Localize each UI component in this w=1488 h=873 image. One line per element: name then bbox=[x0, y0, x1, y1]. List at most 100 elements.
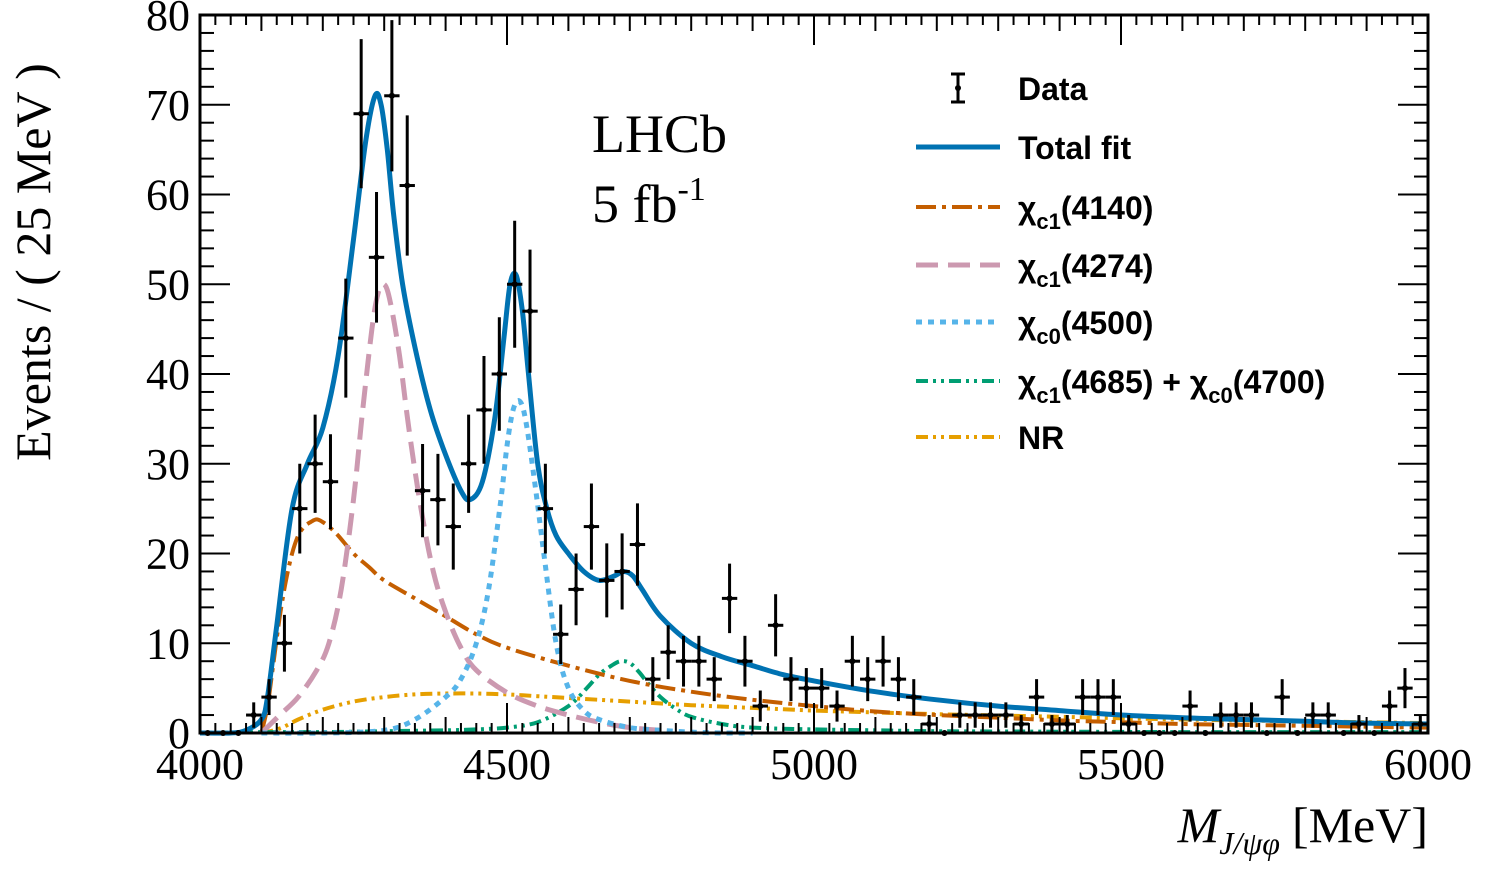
data-point bbox=[982, 702, 999, 728]
fit-curves bbox=[199, 90, 1429, 736]
data-point-marker bbox=[1048, 721, 1055, 728]
curve-chi4274 bbox=[259, 281, 661, 735]
x-tick-label: 4000 bbox=[156, 740, 244, 789]
data-point bbox=[276, 614, 293, 672]
legend: Data Total fit χc1(4140) χc1(4274) χc0(4… bbox=[916, 71, 1325, 456]
data-point bbox=[875, 635, 891, 687]
data-point bbox=[675, 635, 692, 687]
data-point-marker bbox=[434, 496, 441, 503]
data-point-marker bbox=[956, 712, 963, 719]
data-point bbox=[614, 533, 630, 610]
data-point-marker bbox=[1279, 694, 1286, 701]
x-tick-label: 6000 bbox=[1384, 740, 1472, 789]
data-point bbox=[537, 463, 554, 554]
data-point-marker bbox=[573, 586, 580, 593]
data-point-marker bbox=[588, 523, 595, 530]
data-point bbox=[998, 702, 1014, 728]
x-axis-unit: [MeV] bbox=[1292, 797, 1428, 853]
legend-data-marker bbox=[951, 72, 965, 104]
data-point bbox=[476, 356, 492, 464]
data-point-marker bbox=[250, 712, 257, 719]
data-point bbox=[706, 657, 722, 702]
data-point bbox=[1028, 679, 1045, 716]
data-point-marker bbox=[849, 658, 856, 665]
curve-total bbox=[199, 90, 1429, 736]
data-point-marker bbox=[281, 640, 288, 647]
experiment-label: LHCb bbox=[592, 104, 727, 164]
data-point bbox=[445, 483, 461, 570]
data-point-marker bbox=[880, 658, 887, 665]
data-point bbox=[645, 657, 661, 702]
data-point-marker bbox=[926, 721, 933, 728]
luminosity-value: 5 fb bbox=[592, 174, 677, 234]
data-point bbox=[460, 414, 477, 513]
data-point-marker bbox=[404, 182, 411, 189]
data-point-marker bbox=[1079, 694, 1086, 701]
y-tick-label: 80 bbox=[146, 0, 190, 40]
data-point bbox=[507, 220, 523, 348]
data-point-marker bbox=[312, 460, 319, 467]
data-point-marker bbox=[1094, 694, 1101, 701]
x-tick-label: 4500 bbox=[463, 740, 551, 789]
data-point bbox=[860, 657, 876, 702]
data-point bbox=[553, 604, 569, 665]
data-point bbox=[1351, 715, 1367, 733]
y-tick-label: 50 bbox=[146, 260, 190, 309]
data-point bbox=[1059, 715, 1075, 733]
curve-chi4500 bbox=[261, 398, 753, 736]
y-tick-label: 40 bbox=[146, 350, 190, 399]
data-point bbox=[921, 715, 937, 733]
legend-chi4140-label: χc1(4140) bbox=[1018, 190, 1153, 234]
data-point-marker bbox=[1355, 721, 1362, 728]
data-point bbox=[783, 657, 799, 702]
data-point-marker bbox=[864, 676, 871, 683]
data-point bbox=[1412, 715, 1428, 733]
data-point-marker bbox=[772, 622, 779, 629]
luminosity-exponent: -1 bbox=[677, 171, 705, 208]
data-point bbox=[1397, 668, 1413, 709]
curve-chi4140 bbox=[259, 517, 1429, 734]
data-point bbox=[1013, 715, 1029, 733]
curve-nr bbox=[260, 691, 1429, 735]
data-point bbox=[721, 563, 738, 634]
x-axis-title: MJ/ψφ [MeV] bbox=[1177, 797, 1428, 861]
data-point bbox=[660, 625, 676, 680]
data-point-marker bbox=[910, 694, 917, 701]
data-point bbox=[292, 463, 308, 554]
x-tick-label: 5000 bbox=[770, 740, 858, 789]
data-point bbox=[1044, 715, 1060, 733]
legend-total-label: Total fit bbox=[1018, 130, 1132, 166]
data-point-marker bbox=[619, 568, 626, 575]
data-point bbox=[1381, 690, 1398, 722]
data-point-marker bbox=[557, 631, 564, 638]
data-point bbox=[353, 39, 369, 189]
data-point-marker bbox=[1110, 694, 1117, 701]
y-tick-label: 10 bbox=[146, 619, 190, 668]
data-point bbox=[829, 690, 845, 722]
data-point-marker bbox=[787, 676, 794, 683]
data-point-marker bbox=[1401, 685, 1408, 692]
data-point bbox=[767, 594, 784, 657]
data-point-marker bbox=[803, 685, 810, 692]
x-axis-subscript: J/ψφ bbox=[1219, 825, 1280, 861]
data-point bbox=[967, 702, 983, 728]
data-point-marker bbox=[818, 685, 825, 692]
legend-chi4500-label: χc0(4500) bbox=[1018, 305, 1153, 349]
data-point bbox=[322, 434, 339, 530]
legend-data-label: Data bbox=[1018, 71, 1088, 107]
data-point bbox=[568, 553, 584, 626]
data-point-marker bbox=[711, 676, 718, 683]
data-point-marker bbox=[1064, 721, 1071, 728]
data-point-marker bbox=[388, 92, 395, 99]
data-point bbox=[384, 20, 400, 172]
data-point bbox=[1213, 702, 1229, 728]
data-point-marker bbox=[634, 541, 641, 548]
data-point bbox=[890, 657, 907, 702]
y-tick-label: 20 bbox=[146, 530, 190, 579]
data-point bbox=[1320, 702, 1336, 728]
data-point-marker bbox=[1233, 712, 1240, 719]
data-point-marker bbox=[542, 505, 549, 512]
data-point bbox=[1182, 690, 1198, 722]
data-point-marker bbox=[1033, 694, 1040, 701]
